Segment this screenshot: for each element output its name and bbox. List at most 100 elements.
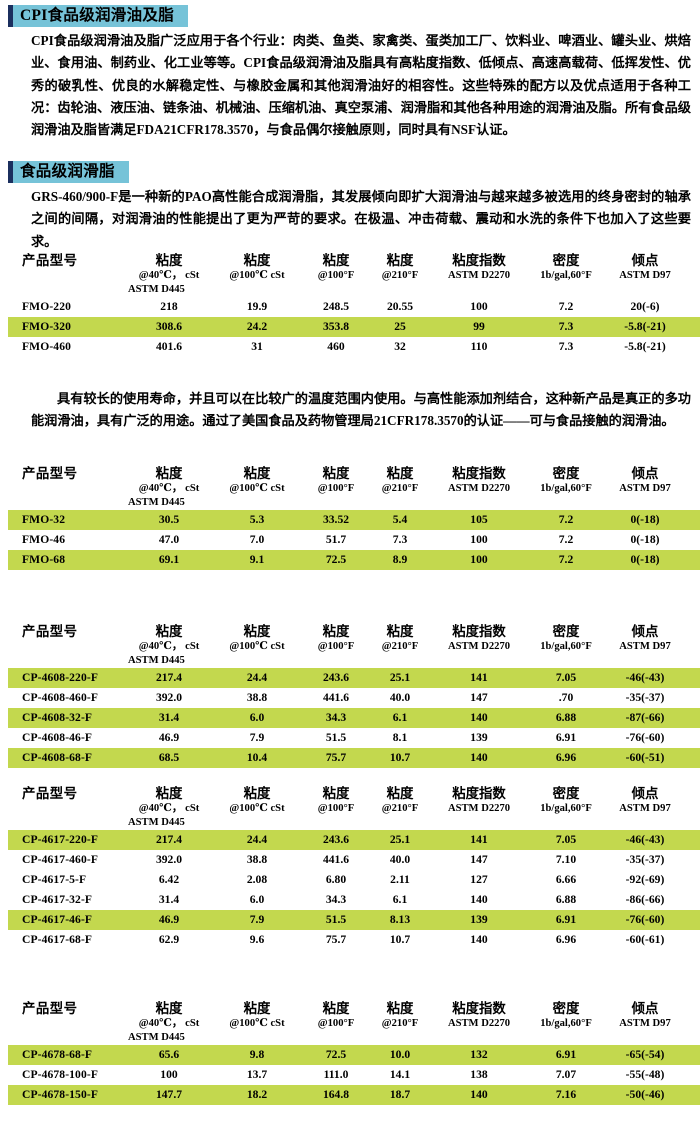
table-row: CP-4617-460-F 392.0 38.8 441.6 40.0 147 7.10 -3… bbox=[8, 850, 700, 870]
col-visc100c: 粘度 @100℃ cSt bbox=[229, 253, 285, 281]
table-header: 产品型号 粘度 @40℃， cSt ASTM D445 粘度 @100℃ cSt 粘度… bbox=[8, 785, 700, 830]
cell-value: -76(-60) bbox=[625, 731, 665, 744]
cell-value: 33.52 bbox=[302, 510, 370, 530]
table-row: CP-4617-220-F 217.4 24.4 243.6 25.1 141 7.05 -4… bbox=[8, 830, 700, 850]
col-visc-index: 粘度指数 ASTM D2270 bbox=[447, 253, 511, 281]
col-visc210f: 粘度 @210°F bbox=[381, 624, 419, 652]
cell-product-code: FMO-46 bbox=[22, 533, 66, 546]
table-row: CP-4608-32-F 31.4 6.0 34.3 6.1 140 6.88 -87(-66… bbox=[8, 708, 700, 728]
col-visc40: 粘度 @40℃， cSt ASTM D445 bbox=[128, 466, 200, 508]
cell-value: 7.2 bbox=[558, 300, 574, 313]
col-density: 密度 1b/gal,60°F bbox=[540, 786, 592, 814]
cell-value: 69.1 bbox=[126, 550, 212, 570]
col-product: 产品型号 bbox=[22, 466, 78, 481]
cell-value: 460 bbox=[327, 340, 345, 353]
cell-value: 5.3 bbox=[212, 510, 302, 530]
cell-value: 24.2 bbox=[212, 317, 302, 337]
col-product: 产品型号 bbox=[22, 253, 78, 268]
table-header: 产品型号 粘度 @40℃， cSt ASTM D445 粘度 @100℃ cSt 粘度… bbox=[8, 465, 700, 510]
cell-value: 6.91 bbox=[528, 910, 604, 930]
cell-value: 308.6 bbox=[126, 317, 212, 337]
cell-value: 14.1 bbox=[389, 1068, 411, 1081]
cell-product-code: CP-4617-460-F bbox=[22, 853, 98, 866]
cell-value: -35(-37) bbox=[625, 691, 665, 704]
cell-product-code: CP-4678-68-F bbox=[8, 1045, 126, 1065]
cell-value: 24.4 bbox=[212, 668, 302, 688]
cell-product-code: CP-4617-32-F bbox=[22, 893, 93, 906]
cell-value: -46(-43) bbox=[604, 668, 686, 688]
cell-value: 40.0 bbox=[389, 691, 411, 704]
cell-value: -46(-43) bbox=[604, 830, 686, 850]
cell-value: 24.4 bbox=[212, 830, 302, 850]
cell-value: 7.9 bbox=[212, 910, 302, 930]
cell-value: 132 bbox=[430, 1045, 528, 1065]
cell-value: 7.2 bbox=[528, 510, 604, 530]
spec-table: 产品型号 粘度 @40℃， cSt ASTM D445 粘度 @100℃ cSt 粘度… bbox=[8, 465, 700, 570]
cell-value: 51.5 bbox=[302, 910, 370, 930]
table-row: CP-4617-32-F 31.4 6.0 34.3 6.1 140 6.88 -86(-66… bbox=[8, 890, 700, 910]
cell-value: 425(218) bbox=[686, 317, 700, 337]
cell-product-code: CP-4608-460-F bbox=[22, 691, 98, 704]
cell-product-code: FMO-68 bbox=[8, 550, 126, 570]
cell-value: -65(-54) bbox=[604, 1045, 686, 1065]
cell-value: 514(268) bbox=[686, 728, 700, 748]
col-flash-point: 闪点C.O.C. bbox=[686, 623, 700, 668]
cell-value: 8.1 bbox=[392, 731, 408, 744]
cell-value: 100 bbox=[470, 533, 488, 546]
table-header-row: 产品型号 粘度 @40℃， cSt ASTM D445 粘度 @100℃ cSt 粘度… bbox=[8, 465, 700, 510]
cell-value: 8.13 bbox=[370, 910, 430, 930]
cell-value: 40.0 bbox=[389, 853, 411, 866]
cell-product-code: FMO-460 bbox=[22, 340, 71, 353]
cell-value: 490(254) bbox=[686, 337, 700, 357]
cell-product-code: FMO-220 bbox=[22, 300, 71, 313]
cell-value: 13.7 bbox=[246, 1068, 268, 1081]
cell-value: 19.9 bbox=[246, 300, 268, 313]
col-visc100f: 粘度 @100°F bbox=[317, 786, 355, 814]
table-row: CP-4678-100-F 100 13.7 111.0 14.1 138 7.07 -55(… bbox=[8, 1065, 700, 1085]
cell-value: -60(-61) bbox=[625, 933, 665, 946]
cell-value: -87(-66) bbox=[604, 708, 686, 728]
col-visc-index: 粘度指数 ASTM D2270 bbox=[447, 1001, 511, 1029]
cell-value: .70 bbox=[558, 691, 574, 704]
cell-value: 7.2 bbox=[528, 550, 604, 570]
col-visc-index: 粘度指数 ASTM D2270 bbox=[447, 466, 511, 494]
table-cp-4678: 产品型号 粘度 @40℃， cSt ASTM D445 粘度 @100℃ cSt 粘度… bbox=[0, 1000, 700, 1105]
section-header-cpi: CPI食品级润滑油及脂 bbox=[8, 5, 188, 27]
cell-value: 7.3 bbox=[558, 340, 574, 353]
table-body: CP-4617-220-F 217.4 24.4 243.6 25.1 141 7.05 -4… bbox=[8, 830, 700, 950]
spec-table: 产品型号 粘度 @40℃， cSt ASTM D445 粘度 @100℃ cSt 粘度… bbox=[8, 623, 700, 768]
table-header-row: 产品型号 粘度 @40℃， cSt ASTM D445 粘度 @100℃ cSt 粘度… bbox=[8, 1000, 700, 1045]
cell-value: 68.5 bbox=[126, 748, 212, 768]
cell-value: 510(265) bbox=[686, 1085, 700, 1105]
col-visc-index: 粘度指数 ASTM D2270 bbox=[447, 624, 511, 652]
cell-value: -92(-69) bbox=[625, 873, 665, 886]
cell-product-code: CP-4678-100-F bbox=[22, 1068, 98, 1081]
cell-value: 7.3 bbox=[528, 317, 604, 337]
cell-value: 31 bbox=[251, 340, 263, 353]
cell-value: 7.2 bbox=[558, 533, 574, 546]
cell-value: 9.1 bbox=[212, 550, 302, 570]
cell-value: 34.3 bbox=[325, 893, 347, 906]
col-visc100f: 粘度 @100°F bbox=[317, 253, 355, 281]
cell-value: 31.4 bbox=[126, 708, 212, 728]
col-visc100f: 粘度 @100°F bbox=[317, 1001, 355, 1029]
col-product: 产品型号 bbox=[22, 624, 78, 639]
cell-value: 6.88 bbox=[528, 708, 604, 728]
col-visc100c: 粘度 @100℃ cSt bbox=[229, 786, 285, 814]
col-visc100c: 粘度 @100℃ cSt bbox=[229, 1001, 285, 1029]
cell-value: 545(285) bbox=[686, 688, 700, 708]
cell-value: -5.8(-21) bbox=[604, 317, 686, 337]
cell-value: -5.8(-21) bbox=[624, 340, 666, 353]
multipurpose-paragraph: 具有较长的使用寿命，并且可以在比较广的温度范围内使用。与高性能添加剂结合，这种新… bbox=[31, 391, 691, 429]
cell-value: 459(237) bbox=[686, 550, 700, 570]
cell-value: 34.3 bbox=[302, 708, 370, 728]
cell-value: 420(216) bbox=[686, 510, 700, 530]
cell-value: 7.3 bbox=[392, 533, 408, 546]
cell-value: 9.6 bbox=[249, 933, 265, 946]
cell-value: 7.07 bbox=[555, 1068, 577, 1081]
cell-value: 72.5 bbox=[302, 1045, 370, 1065]
cell-value: 535(279) bbox=[686, 668, 700, 688]
cell-value: 46.9 bbox=[126, 910, 212, 930]
col-density: 密度 1b/gal,60°F bbox=[540, 466, 592, 494]
